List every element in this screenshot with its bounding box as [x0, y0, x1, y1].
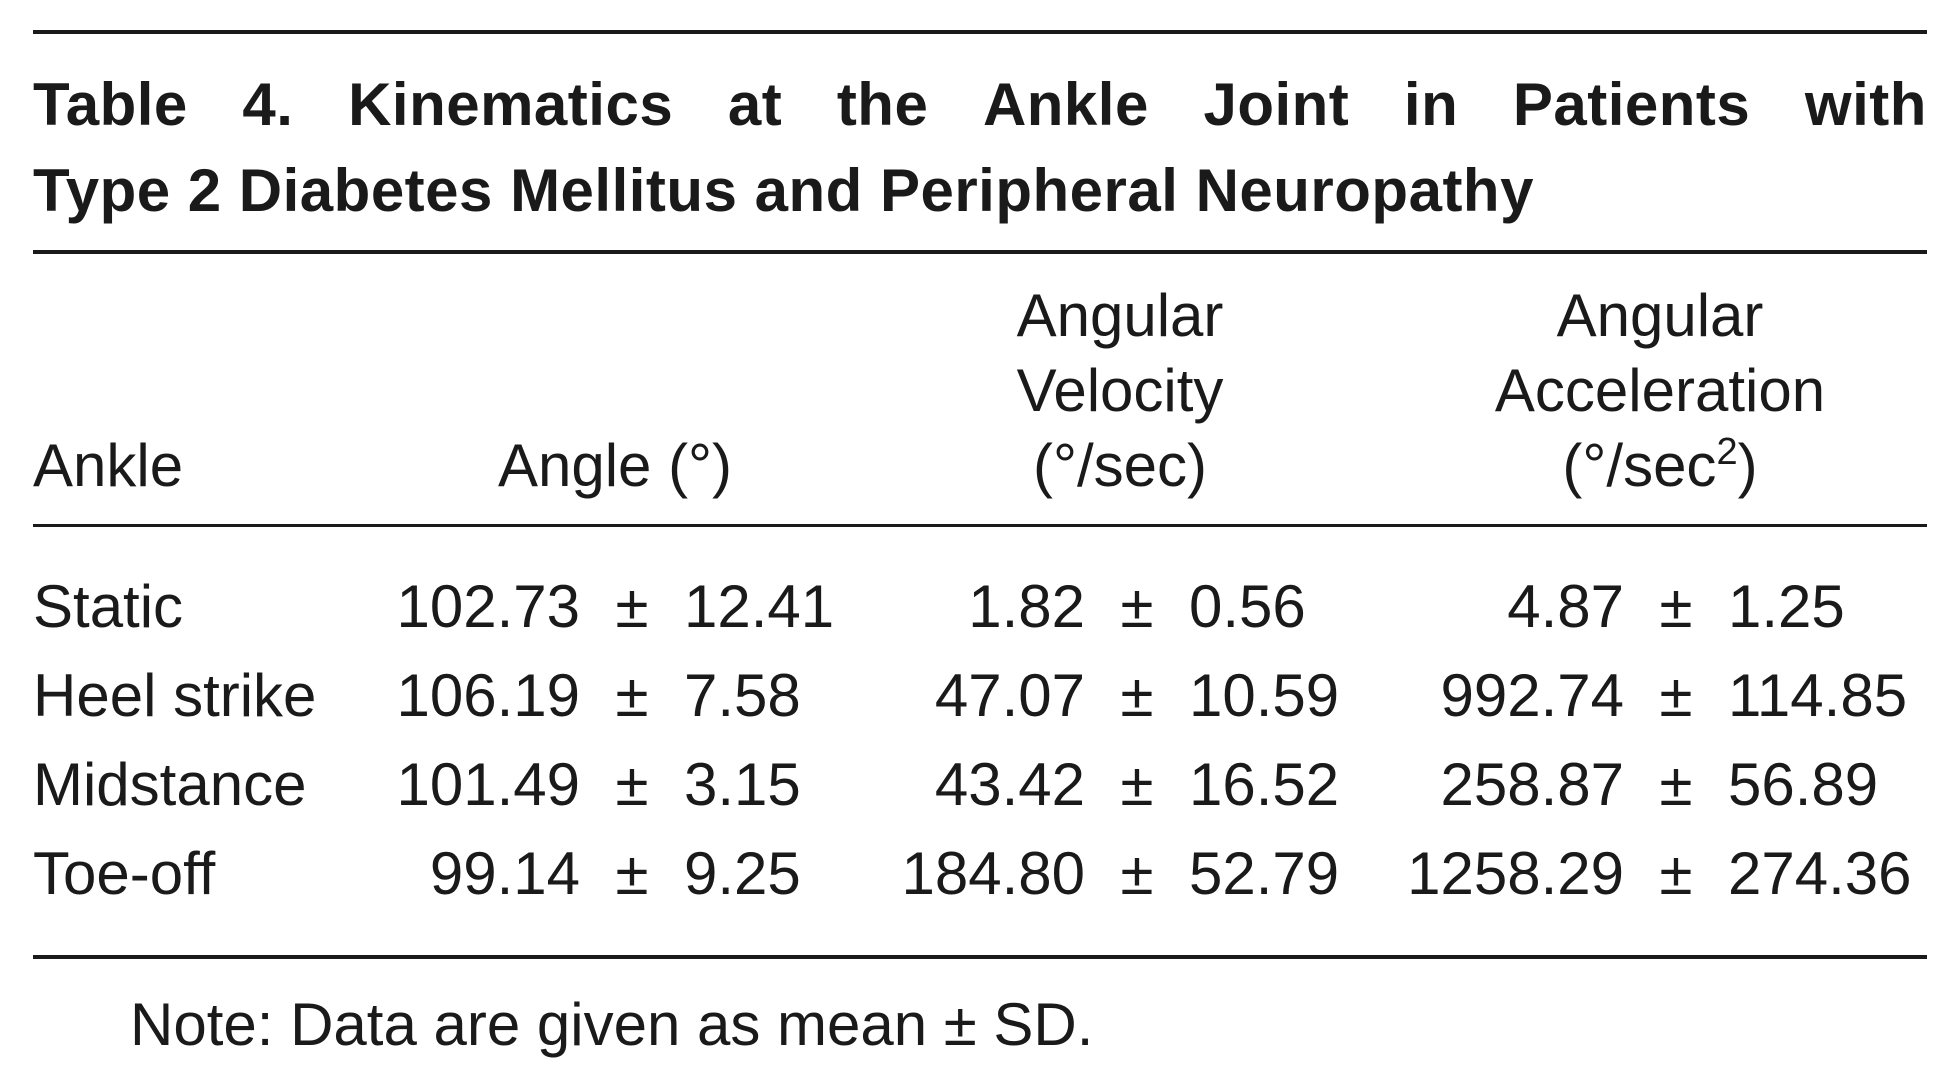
- plus-minus: ±: [1120, 751, 1154, 818]
- acceleration-sd: 114.85: [1728, 662, 1908, 729]
- title-word: with: [1804, 71, 1927, 138]
- title-word: Kinematics: [348, 71, 674, 138]
- plus-minus: ±: [615, 751, 649, 818]
- plus-minus: ±: [1659, 840, 1693, 907]
- angle-sd: 12.41: [684, 573, 835, 640]
- plus-minus: ±: [615, 573, 649, 640]
- unit-suffix: ): [1737, 432, 1758, 499]
- plus-minus: ±: [1659, 573, 1693, 640]
- header-ankle: Ankle: [33, 432, 184, 499]
- header-angle: Angle (°): [497, 432, 733, 499]
- velocity-mean: 184.80: [901, 840, 1085, 907]
- plus-minus: ±: [615, 662, 649, 729]
- angle-mean: 99.14: [429, 840, 580, 907]
- title-word: 4.: [242, 71, 294, 138]
- plus-minus: ±: [1659, 662, 1693, 729]
- header-top-rule: [33, 250, 1927, 254]
- velocity-sd: 16.52: [1189, 751, 1340, 818]
- velocity-mean: 43.42: [934, 751, 1085, 818]
- top-rule: [33, 30, 1927, 34]
- title-word: Ankle: [982, 71, 1149, 138]
- table-note: Note: Data are given as mean ± SD.: [130, 991, 1094, 1058]
- table-title: Table 4. Kinematics at the Ankle Joint i…: [33, 62, 1927, 234]
- velocity-mean: 47.07: [934, 662, 1085, 729]
- angle-sd: 3.15: [684, 751, 801, 818]
- title-line-1: Table 4. Kinematics at the Ankle Joint i…: [33, 62, 1927, 148]
- table-row: Midstance 101.49 ± 3.15 43.42 ± 16.52 25…: [0, 741, 1958, 829]
- acceleration-sd: 56.89: [1728, 751, 1879, 818]
- header-velocity-line: Velocity: [1016, 357, 1224, 424]
- header-acceleration-unit: (°/sec2): [1440, 428, 1880, 503]
- row-label: Heel strike: [33, 662, 317, 729]
- angle-sd: 7.58: [684, 662, 801, 729]
- header-velocity-line: (°/sec): [1033, 432, 1207, 499]
- header-angular-acceleration: Angular Acceleration (°/sec2): [1440, 278, 1880, 503]
- plus-minus: ±: [1659, 751, 1693, 818]
- row-label: Midstance: [33, 751, 307, 818]
- angle-mean: 102.73: [396, 573, 580, 640]
- acceleration-mean: 992.74: [1440, 662, 1624, 729]
- velocity-sd: 0.56: [1189, 573, 1306, 640]
- table-row: Static 102.73 ± 12.41 1.82 ± 0.56 4.87 ±…: [0, 563, 1958, 651]
- acceleration-sd: 274.36: [1728, 840, 1912, 907]
- table-row: Toe-off 99.14 ± 9.25 184.80 ± 52.79 1258…: [0, 830, 1958, 918]
- acceleration-mean: 4.87: [1507, 573, 1624, 640]
- plus-minus: ±: [1120, 840, 1154, 907]
- header-velocity-line: Angular: [1016, 282, 1224, 349]
- angle-sd: 9.25: [684, 840, 801, 907]
- table-row: Heel strike 106.19 ± 7.58 47.07 ± 10.59 …: [0, 652, 1958, 740]
- title-word: Joint: [1203, 71, 1350, 138]
- bottom-rule: [33, 955, 1927, 959]
- angle-mean: 106.19: [396, 662, 580, 729]
- header-acceleration-line: Acceleration: [1494, 357, 1826, 424]
- plus-minus: ±: [1120, 662, 1154, 729]
- header-bottom-rule: [33, 524, 1927, 527]
- velocity-mean: 1.82: [968, 573, 1085, 640]
- title-line-2: Type 2 Diabetes Mellitus and Peripheral …: [33, 157, 1534, 224]
- unit-prefix: (°/sec: [1562, 432, 1717, 499]
- acceleration-mean: 1258.29: [1407, 840, 1624, 907]
- plus-minus: ±: [615, 840, 649, 907]
- velocity-sd: 52.79: [1189, 840, 1340, 907]
- angle-mean: 101.49: [396, 751, 580, 818]
- velocity-sd: 10.59: [1189, 662, 1340, 729]
- title-word: in: [1403, 71, 1459, 138]
- row-label: Static: [33, 573, 184, 640]
- title-word: Table: [33, 71, 188, 138]
- title-word: the: [836, 71, 929, 138]
- acceleration-mean: 258.87: [1440, 751, 1624, 818]
- row-label: Toe-off: [33, 840, 216, 907]
- title-word: at: [727, 71, 783, 138]
- acceleration-sd: 1.25: [1728, 573, 1845, 640]
- plus-minus: ±: [1120, 573, 1154, 640]
- title-word: Patients: [1512, 71, 1751, 138]
- header-acceleration-line: Angular: [1556, 282, 1764, 349]
- unit-superscript: 2: [1716, 431, 1738, 473]
- header-angular-velocity: Angular Velocity (°/sec): [960, 278, 1280, 503]
